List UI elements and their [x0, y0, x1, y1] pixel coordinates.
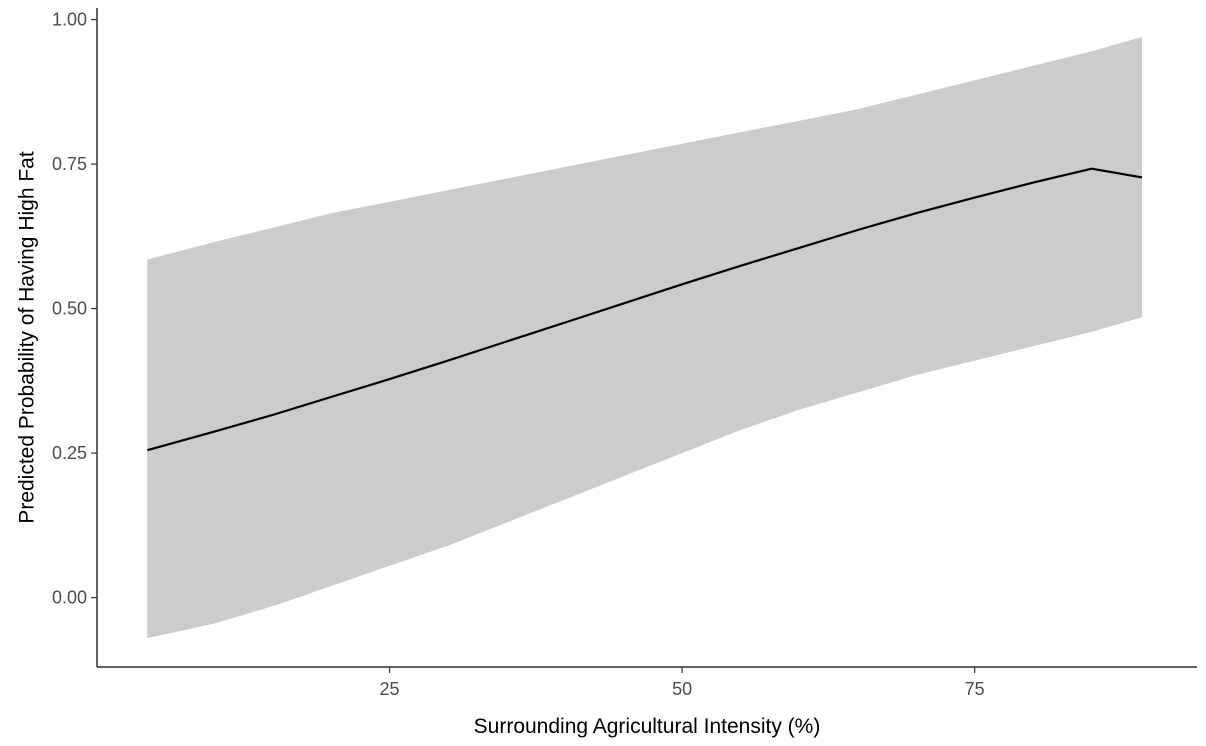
confidence-band [147, 36, 1143, 639]
y-tick-label: 0.75 [52, 154, 87, 174]
fitted-line [147, 167, 1143, 452]
x-axis-ticks: 25 50 75 [380, 667, 985, 699]
y-axis-title: Predicted Probability of Having High Fat [15, 151, 38, 524]
x-tick-label: 75 [965, 679, 985, 699]
x-axis-title: Surrounding Agricultural Intensity (%) [474, 715, 821, 738]
y-tick-label: 0.00 [52, 588, 87, 608]
x-tick-label: 25 [380, 679, 400, 699]
y-tick-label: 0.50 [52, 299, 87, 319]
y-tick-label: 1.00 [52, 10, 87, 30]
y-axis-ticks: 0.00 0.25 0.50 0.75 1.00 [52, 10, 97, 608]
x-tick-label: 50 [672, 679, 692, 699]
trend-line-layer [147, 167, 1143, 452]
y-tick-label: 0.25 [52, 443, 87, 463]
confidence-band-layer [147, 36, 1143, 639]
